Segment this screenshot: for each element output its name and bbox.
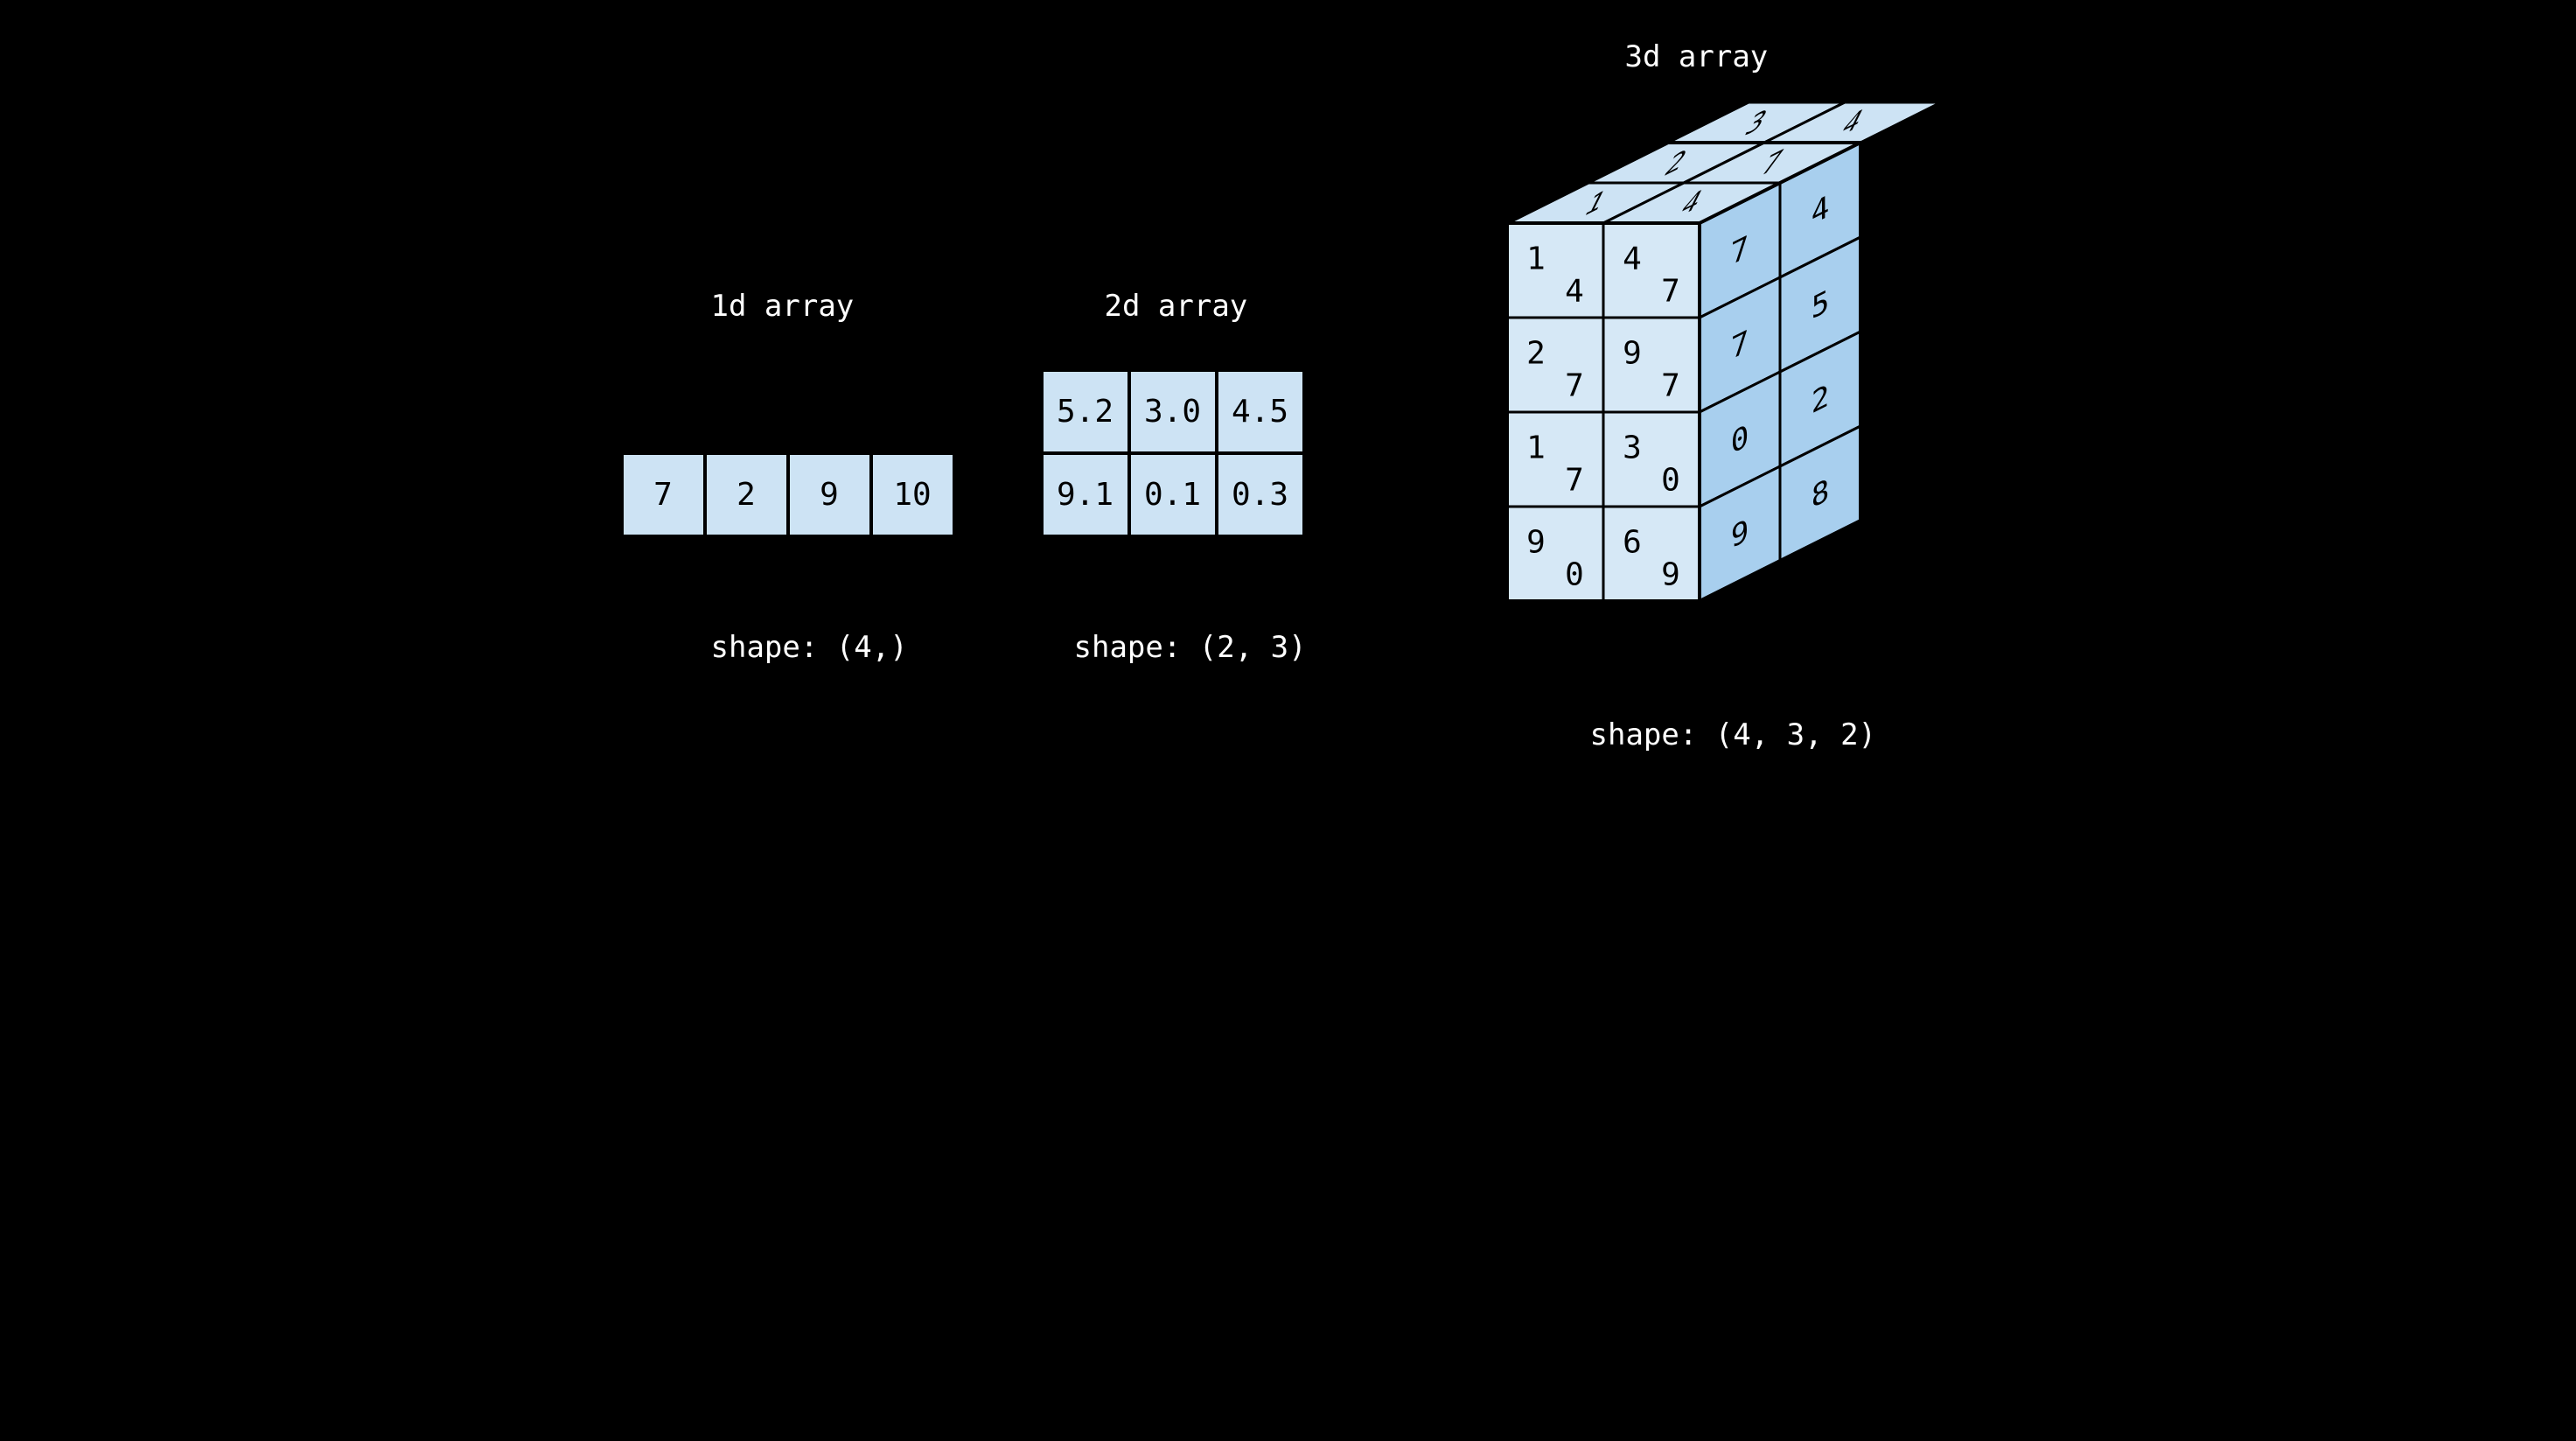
array-1d-cell: 10 [871,453,954,536]
svg-text:7: 7 [1661,273,1680,309]
array-2d-cell: 5.2 [1042,370,1129,453]
array-1d-cell: 9 [788,453,871,536]
array-1d-cell: 2 [705,453,788,536]
svg-text:7: 7 [1565,462,1584,498]
svg-text:9: 9 [1623,336,1642,372]
array-3d: 142734770945281447279717309069 [1481,101,1953,704]
array-2d-cell: 3.0 [1129,370,1217,453]
svg-text:9: 9 [1661,556,1680,592]
svg-text:7: 7 [1565,367,1584,403]
svg-text:4: 4 [1565,273,1584,309]
svg-text:6: 6 [1623,525,1642,561]
label-1d: 1d array [711,289,855,324]
shape-3d: shape: (4, 3, 2) [1590,717,1877,752]
svg-text:9: 9 [1526,525,1546,561]
array-1d: 72910 [619,451,957,539]
svg-text:2: 2 [1526,336,1546,372]
svg-text:1: 1 [1526,241,1546,277]
svg-text:0: 0 [1565,556,1584,592]
shape-2d: shape: (2, 3) [1074,630,1307,665]
svg-text:3: 3 [1623,430,1642,466]
array-2d-cell: 0.1 [1129,453,1217,536]
array-2d-cell: 4.5 [1217,370,1304,453]
array-2d-cell: 9.1 [1042,453,1129,536]
svg-text:7: 7 [1661,367,1680,403]
diagram-canvas: 1d array 72910 shape: (4,) 2d array 5.23… [597,0,1979,761]
shape-1d: shape: (4,) [711,630,908,665]
array-1d-cell: 7 [622,453,705,536]
label-2d: 2d array [1105,289,1248,324]
svg-text:0: 0 [1661,462,1680,498]
array-2d: 5.23.04.5 9.10.10.3 [1039,367,1307,539]
svg-text:1: 1 [1526,430,1546,466]
array-2d-cell: 0.3 [1217,453,1304,536]
svg-text:4: 4 [1623,241,1642,277]
label-3d: 3d array [1625,39,1769,74]
